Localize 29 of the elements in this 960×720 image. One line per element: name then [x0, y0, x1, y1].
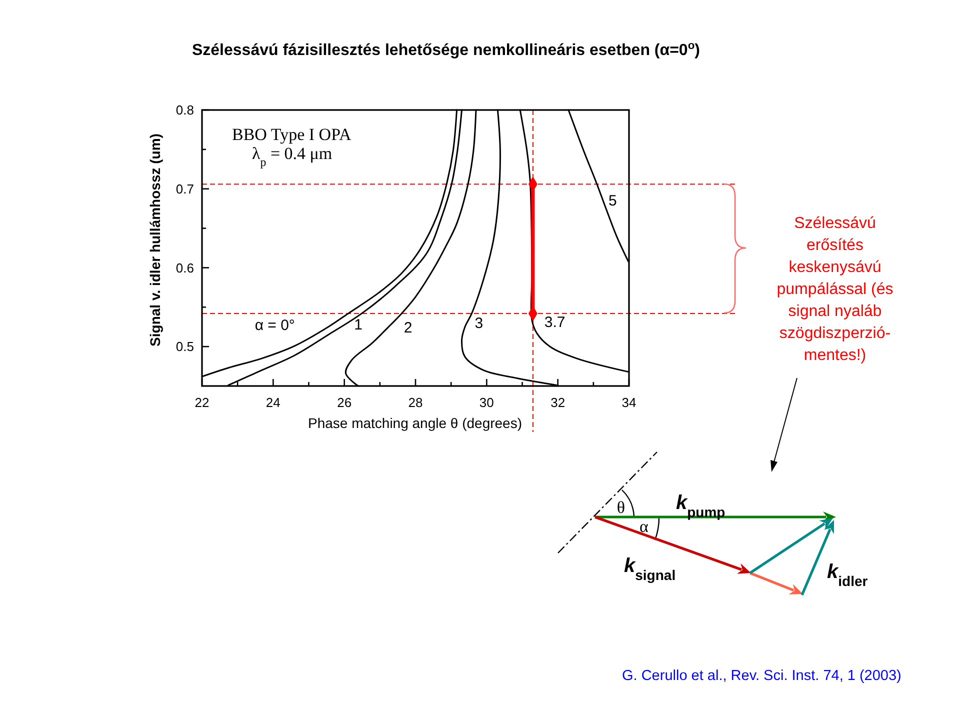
text: Szélessávú erősítés keskenysávú pumpálással (és signal nyaláb szögdiszperzió- mentes!)	[776, 215, 894, 364]
series-label: 1	[354, 316, 362, 334]
chart-title: Szélessávú fázisillesztés lehetősége nemkollineáris esetben (α=0$^{o}$)	[192, 40, 700, 59]
x-tick-label: 26	[337, 395, 352, 410]
x-tick-label: 24	[266, 395, 280, 410]
x-tick-label: 32	[550, 395, 566, 410]
annotation: λ$_{p}$ = 0.4 μm	[252, 144, 332, 169]
annotation: BBO Type I OPA	[232, 125, 352, 144]
y-tick-label: 0.8	[176, 102, 194, 118]
y-tick-label: 0.6	[176, 260, 194, 276]
x-tick-label: 22	[194, 395, 210, 410]
x-tick-label: 28	[408, 395, 423, 410]
series-label: 5	[608, 192, 617, 210]
series-label: α = 0°	[254, 316, 295, 334]
text: k$_{pump}$	[676, 492, 726, 520]
series-label: 3.7	[544, 314, 566, 332]
text: θ	[616, 498, 626, 517]
text: k$_{idler}$	[827, 561, 868, 589]
text: α	[640, 517, 649, 536]
x-tick-label: 30	[479, 395, 494, 410]
y-axis-title: Signal v. idler hullámhossz (um)	[147, 134, 163, 346]
text: k$_{signal}$	[624, 555, 676, 583]
series-label: 2	[404, 319, 412, 336]
x-tick-label: 34	[622, 395, 636, 410]
text: G. Cerullo et al., Rev. Sci. Inst. 74, 1 (2003)	[622, 668, 902, 684]
y-tick-label: 0.7	[176, 181, 194, 196]
series-label: 3	[474, 314, 484, 332]
y-tick-label: 0.5	[176, 339, 194, 354]
x-axis-title: Phase matching angle θ (degrees)	[308, 415, 522, 431]
